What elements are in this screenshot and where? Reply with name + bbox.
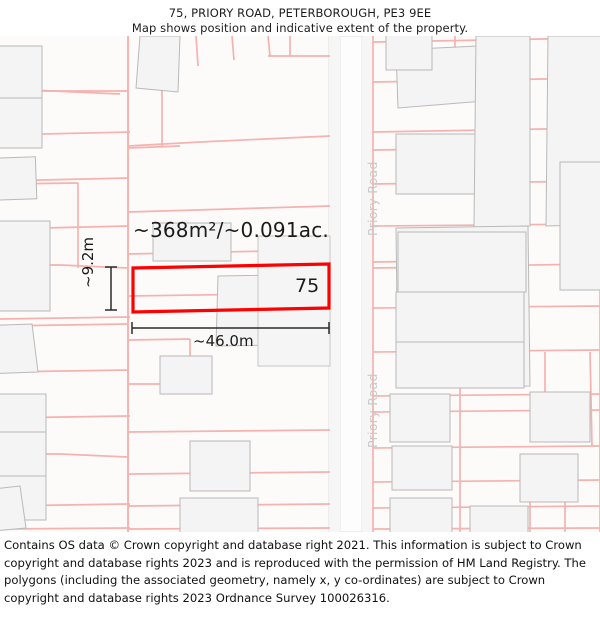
- width-dimension-line: [131, 322, 330, 334]
- property-map[interactable]: .pl { stroke:#f5b2ae; stroke-width:1.7; …: [0, 36, 600, 532]
- road-label-priory-road-north: Priory Road: [365, 161, 380, 236]
- building-overlap-strip: [257, 235, 331, 367]
- property-outline[interactable]: [131, 262, 331, 314]
- page-header: 75, PRIORY ROAD, PETERBOROUGH, PE3 9EE M…: [0, 0, 600, 36]
- plot-width-label: ~46.0m: [193, 332, 254, 350]
- map-canvas: .pl { stroke:#f5b2ae; stroke-width:1.7; …: [0, 36, 600, 532]
- copyright-notice: Contains OS data © Crown copyright and d…: [4, 538, 586, 605]
- road-label-priory-road-south: Priory Road: [365, 373, 380, 448]
- plot-height-label: ~9.2m: [79, 236, 97, 288]
- building-footprints-right: [385, 36, 600, 532]
- plot-number-label: 75: [295, 275, 320, 297]
- plot-area-label: ~368m²/~0.091ac.: [133, 218, 329, 242]
- page-title: 75, PRIORY ROAD, PETERBOROUGH, PE3 9EE: [168, 6, 432, 20]
- building-footprints-left: [0, 45, 51, 531]
- road-corridor-priory-road: [328, 36, 374, 532]
- height-dimension-line: [105, 266, 117, 311]
- page-subtitle: Map shows position and indicative extent…: [131, 21, 469, 35]
